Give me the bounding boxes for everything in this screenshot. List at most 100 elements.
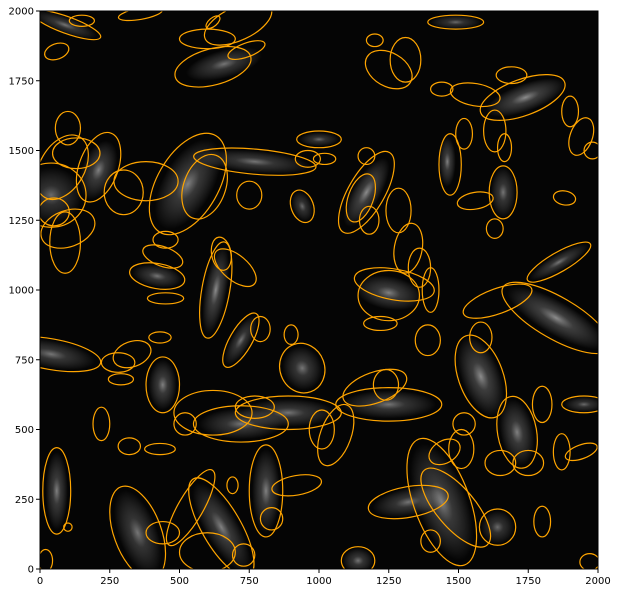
source-ellipse-81 — [146, 292, 185, 305]
source-ellipse-121 — [40, 548, 54, 569]
source-ellipse-2 — [68, 14, 96, 27]
x-tick-label: 250 — [100, 576, 119, 587]
galaxy-blob-18 — [282, 346, 323, 391]
source-ellipse-26 — [289, 189, 315, 224]
x-tick-label: 500 — [170, 576, 189, 587]
source-ellipse-97 — [49, 211, 82, 274]
source-ellipse-59 — [421, 267, 440, 313]
x-tick-label: 750 — [240, 576, 259, 587]
galaxy-blob-13 — [457, 336, 505, 417]
source-ellipse-55 — [353, 267, 435, 302]
source-ellipse-31 — [552, 190, 577, 206]
source-ellipse-114 — [188, 477, 255, 569]
source-ellipse-85 — [236, 180, 263, 210]
y-axis: 0 250 500 750 1000 1250 1500 1750 2000 — [9, 7, 40, 576]
source-ellipse-110 — [145, 520, 181, 545]
source-ellipse-77 — [210, 236, 232, 271]
source-ellipse-9 — [365, 33, 384, 48]
source-ellipse-46 — [533, 505, 552, 538]
source-ellipse-72 — [250, 315, 271, 343]
source-ellipse-45 — [579, 553, 598, 569]
source-ellipse-23 — [345, 173, 377, 223]
source-ellipse-56 — [357, 269, 421, 322]
galaxy-blob-17 — [199, 408, 283, 440]
source-ellipse-107 — [144, 442, 176, 456]
source-ellipse-36 — [462, 283, 533, 319]
source-ellipse-105 — [145, 356, 181, 414]
y-tick-label: 250 — [15, 495, 34, 506]
source-ellipse-37 — [469, 321, 493, 354]
source-ellipse-47 — [478, 508, 517, 546]
y-tick-label: 2000 — [9, 7, 34, 18]
source-ellipse-69 — [192, 405, 289, 443]
source-ellipse-83 — [181, 153, 228, 220]
source-ellipse-89 — [312, 152, 337, 166]
galaxy-blob-35 — [564, 396, 598, 413]
source-ellipse-111 — [109, 485, 167, 569]
source-ellipse-93 — [51, 137, 101, 170]
galaxy-blob-12 — [507, 286, 598, 350]
source-ellipse-52 — [428, 438, 461, 466]
galaxy-blob-31 — [342, 548, 374, 569]
galaxy-blob-3 — [438, 136, 456, 187]
source-ellipse-28 — [488, 165, 518, 220]
y-tick-label: 1000 — [9, 286, 34, 297]
galaxy-blob-34 — [430, 15, 481, 30]
galaxy-blob-28 — [490, 167, 516, 218]
source-ellipse-86 — [294, 149, 321, 168]
galaxy-blob-1 — [186, 47, 263, 81]
y-tick-label: 0 — [28, 565, 34, 576]
galaxy-blob-23 — [113, 490, 162, 569]
source-ellipse-92 — [75, 131, 122, 203]
source-ellipse-109 — [165, 469, 216, 547]
source-ellipse-14 — [449, 82, 501, 108]
source-ellipse-42 — [561, 395, 598, 414]
source-ellipse-108 — [173, 412, 197, 436]
source-ellipse-75 — [199, 241, 233, 339]
source-ellipse-39 — [484, 449, 517, 477]
source-ellipse-66 — [317, 403, 355, 467]
source-ellipse-19 — [561, 95, 580, 128]
x-tick-label: 1250 — [376, 576, 401, 587]
galaxy-image — [40, 11, 598, 569]
source-ellipse-5 — [203, 11, 273, 46]
galaxy-blob-4 — [343, 157, 390, 227]
x-tick-label: 1750 — [516, 576, 541, 587]
source-ellipse-122 — [226, 476, 239, 495]
source-ellipse-7 — [227, 40, 266, 61]
galaxy-blob-14 — [499, 399, 535, 466]
source-ellipse-60 — [414, 324, 441, 357]
source-ellipse-78 — [129, 262, 186, 290]
source-ellipse-30 — [583, 141, 598, 160]
galaxy-blob-33 — [291, 191, 313, 222]
source-ellipse-64 — [342, 368, 408, 407]
source-ellipse-44 — [552, 433, 571, 471]
source-ellipse-100 — [40, 336, 102, 373]
y-tick-label: 1750 — [9, 76, 34, 87]
y-tick-label: 1250 — [9, 216, 34, 227]
source-ellipse-22 — [337, 150, 395, 234]
galaxy-blob-30 — [299, 132, 339, 147]
source-ellipse-20 — [568, 117, 595, 156]
source-ellipse-43 — [564, 442, 598, 462]
source-ellipse-8 — [178, 28, 236, 50]
source-ellipse-118 — [271, 474, 323, 497]
galaxy-blob-26 — [410, 443, 474, 561]
source-ellipse-17 — [455, 117, 474, 150]
galaxy-blob-10 — [132, 264, 182, 288]
y-tick-label: 750 — [15, 355, 34, 366]
y-tick-label: 1500 — [9, 146, 34, 157]
source-ellipse-80 — [152, 230, 179, 249]
source-ellipse-113 — [63, 522, 73, 532]
galaxy-blob-29 — [529, 243, 589, 281]
source-ellipse-87 — [296, 130, 342, 149]
source-ellipse-96 — [40, 208, 96, 249]
source-ellipse-99 — [54, 110, 82, 146]
y-tick-label: 500 — [15, 425, 34, 436]
galaxy-blob-2 — [485, 78, 566, 117]
source-ellipse-116 — [231, 543, 256, 567]
source-ellipse-40 — [512, 449, 545, 477]
source-ellipse-102 — [100, 352, 136, 373]
